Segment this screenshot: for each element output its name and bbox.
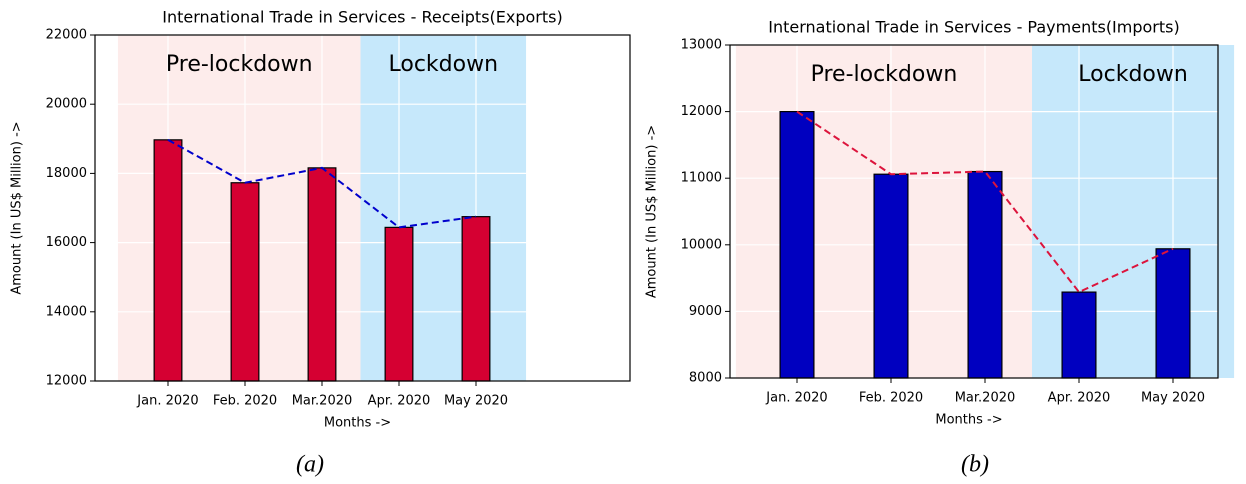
y-axis-label: Amount (In US$ Million) -> bbox=[645, 125, 660, 298]
y-tick-label: 8000 bbox=[689, 371, 722, 386]
x-tick-label: Apr. 2020 bbox=[1048, 391, 1111, 406]
bar bbox=[779, 110, 815, 379]
y-tick-label: 22000 bbox=[46, 28, 87, 43]
caption: (a) bbox=[296, 452, 324, 478]
plot-frame bbox=[94, 34, 631, 382]
bar bbox=[1061, 291, 1097, 379]
y-tick-label: 16000 bbox=[46, 235, 87, 250]
x-axis-label: Months -> bbox=[324, 416, 391, 431]
y-tick-label: 10000 bbox=[681, 237, 722, 252]
bar bbox=[461, 216, 491, 382]
chart-title: International Trade in Services - Receip… bbox=[162, 8, 562, 27]
bar bbox=[384, 226, 414, 382]
x-tick-label: Mar.2020 bbox=[292, 394, 353, 409]
bar bbox=[153, 139, 183, 382]
bar bbox=[1155, 248, 1191, 379]
annotation: Pre-lockdown bbox=[166, 52, 313, 77]
x-tick-label: Jan. 2020 bbox=[765, 391, 827, 406]
x-tick-label: Feb. 2020 bbox=[213, 394, 277, 409]
bar bbox=[873, 173, 909, 379]
bar bbox=[967, 170, 1003, 379]
annotation: Pre-lockdown bbox=[811, 62, 958, 87]
chart-title: International Trade in Services - Paymen… bbox=[768, 18, 1179, 37]
y-tick-label: 20000 bbox=[46, 97, 87, 112]
trend-line bbox=[167, 138, 477, 229]
caption: (b) bbox=[961, 452, 989, 478]
plot-frame bbox=[729, 44, 1219, 379]
y-tick-label: 18000 bbox=[46, 166, 87, 181]
y-tick-label: 9000 bbox=[689, 304, 722, 319]
y-tick-label: 14000 bbox=[46, 304, 87, 319]
y-tick-label: 11000 bbox=[681, 171, 722, 186]
y-axis-label: Amount (In US$ Million) -> bbox=[10, 121, 25, 294]
y-tick-label: 13000 bbox=[681, 38, 722, 53]
y-tick-label: 12000 bbox=[681, 104, 722, 119]
x-axis-label: Months -> bbox=[935, 413, 1002, 428]
x-tick-label: Feb. 2020 bbox=[859, 391, 923, 406]
annotation: Lockdown bbox=[389, 52, 499, 77]
annotation: Lockdown bbox=[1078, 62, 1188, 87]
x-tick-label: May 2020 bbox=[1141, 391, 1205, 406]
bar bbox=[230, 182, 260, 382]
x-tick-label: Apr. 2020 bbox=[368, 394, 431, 409]
x-tick-label: Jan. 2020 bbox=[136, 394, 198, 409]
bar bbox=[307, 167, 337, 382]
x-tick-label: Mar.2020 bbox=[955, 391, 1016, 406]
x-tick-label: May 2020 bbox=[444, 394, 508, 409]
y-tick-label: 12000 bbox=[46, 374, 87, 389]
